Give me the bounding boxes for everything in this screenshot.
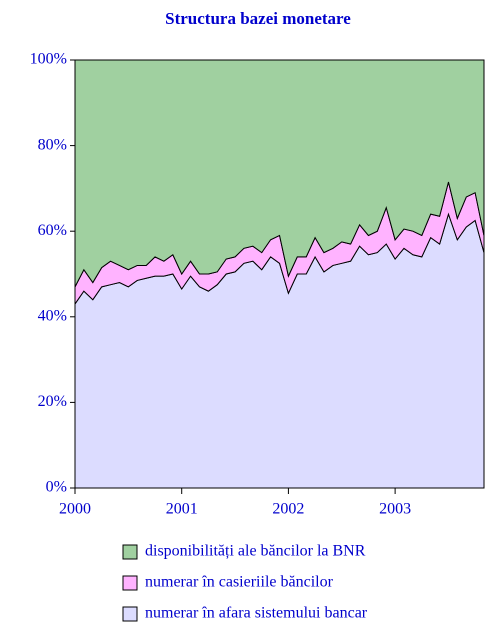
x-tick-label: 2002 <box>272 501 304 518</box>
legend-label: disponibilități ale băncilor la BNR <box>145 543 366 560</box>
x-tick-label: 2003 <box>379 501 411 518</box>
area <box>74 59 485 288</box>
legend-swatch <box>122 575 138 591</box>
y-tick-label: 0% <box>46 479 67 496</box>
x-tick-label: 2000 <box>59 501 91 518</box>
legend-label: numerar în casieriile băncilor <box>145 574 334 591</box>
y-tick-label: 40% <box>38 307 67 324</box>
x-tick-label: 2001 <box>166 501 198 518</box>
y-tick-label: 100% <box>30 51 67 68</box>
legend-label: numerar în afara sistemului bancar <box>145 605 368 622</box>
y-tick-label: 80% <box>38 136 67 153</box>
y-tick-label: 20% <box>38 393 67 410</box>
chart-title: Structura bazei monetare <box>165 9 351 28</box>
legend-swatch <box>122 544 138 560</box>
y-tick-label: 60% <box>38 222 67 239</box>
legend-swatch <box>122 606 138 622</box>
